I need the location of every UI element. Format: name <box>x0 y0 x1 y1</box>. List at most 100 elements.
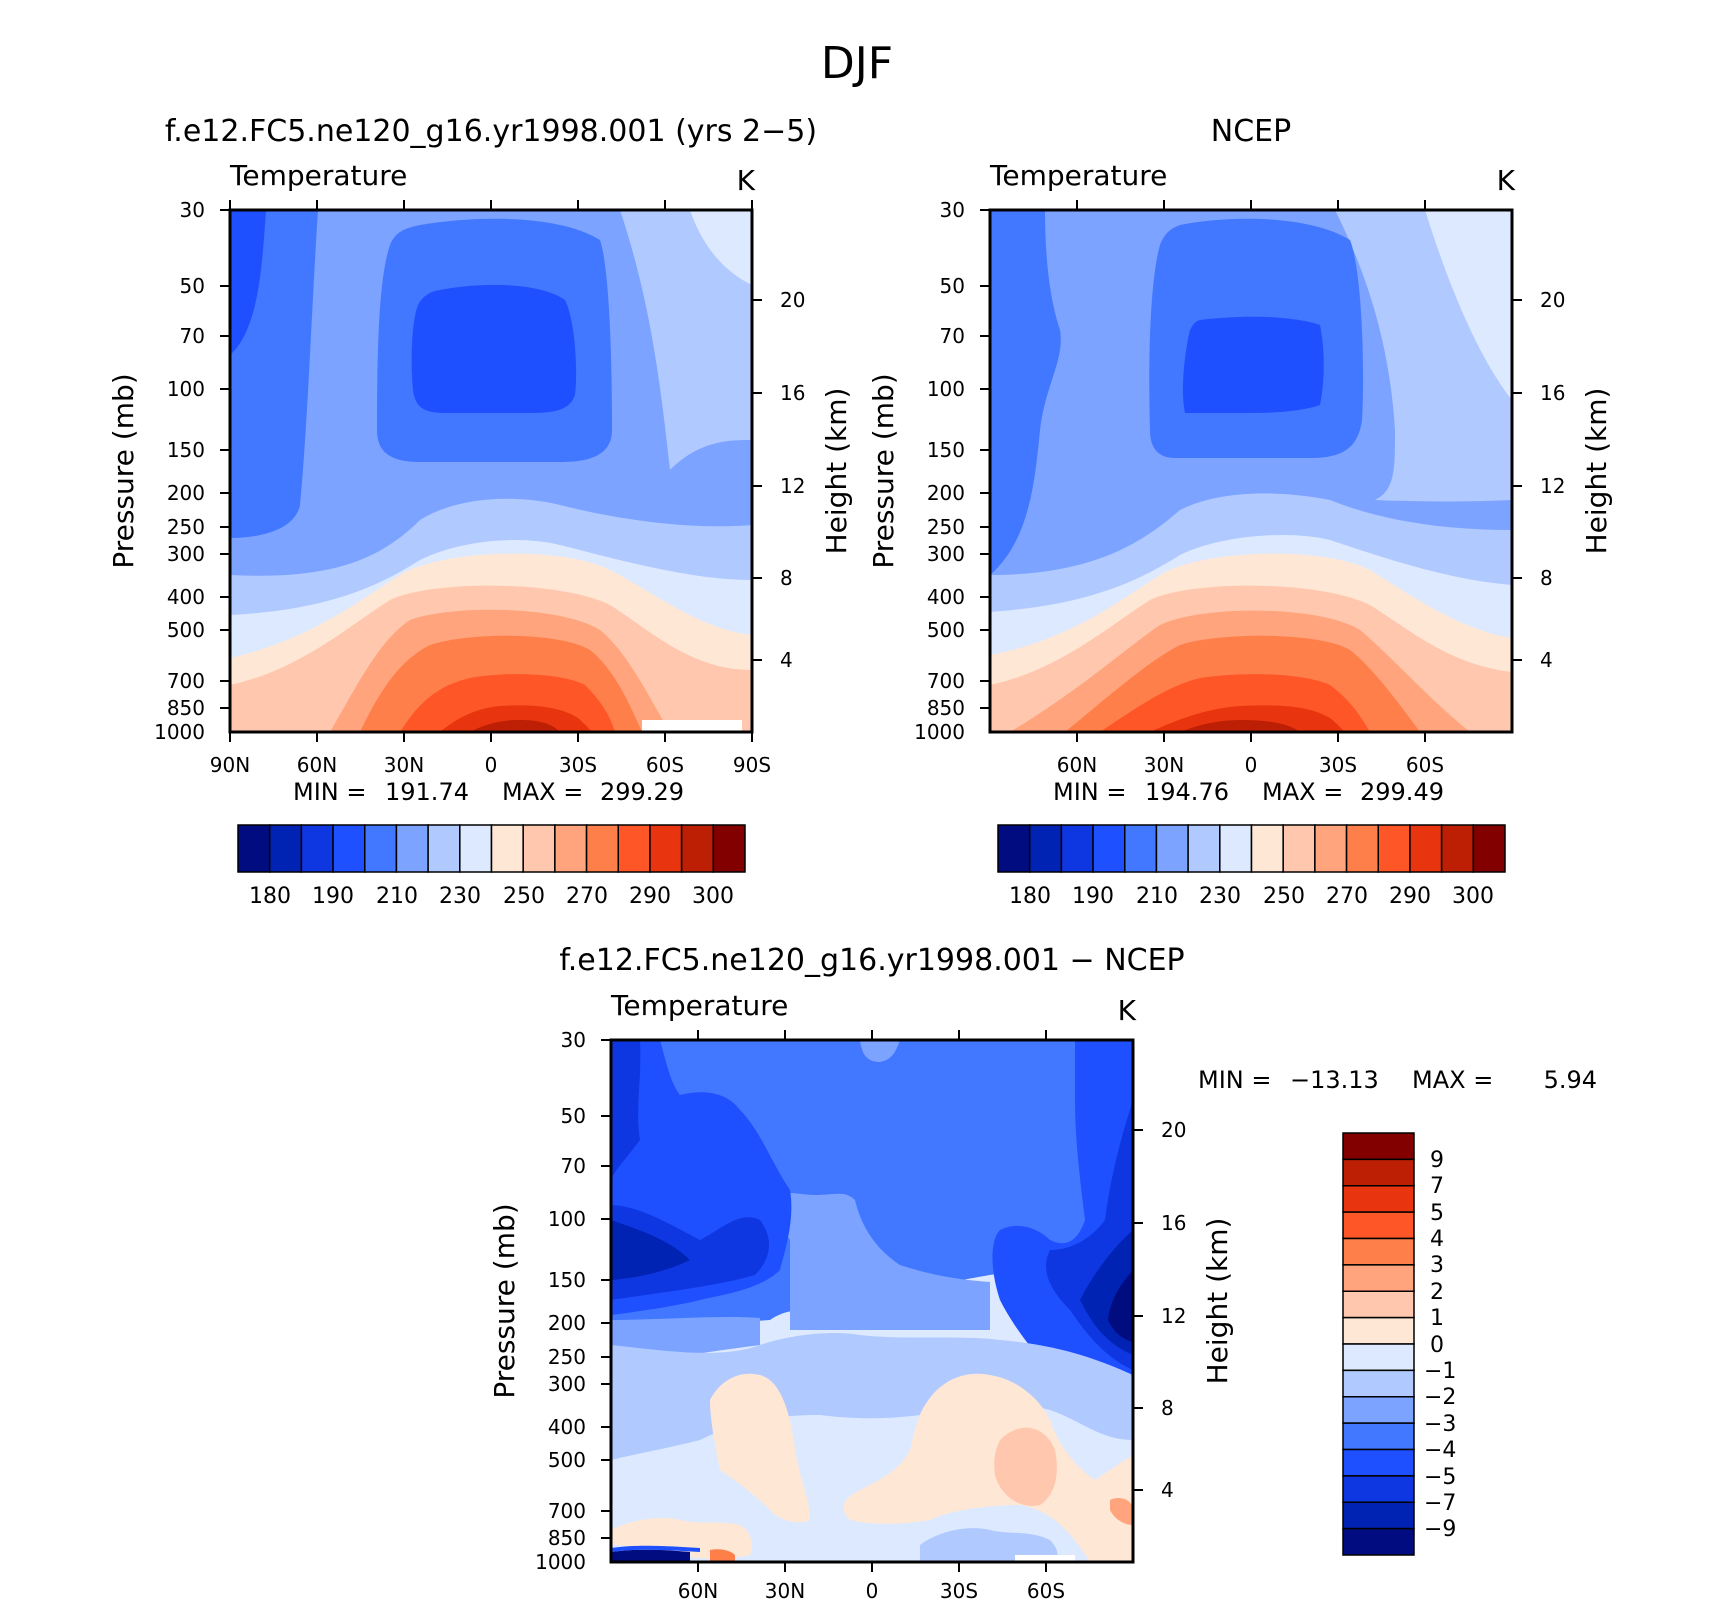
y-tick-label: 100 <box>167 377 205 401</box>
x-tick-label: 60S <box>1406 753 1444 777</box>
colorbar-swatch <box>1342 1316 1415 1345</box>
region-t215-center <box>1182 316 1324 413</box>
colorbar-swatch <box>1342 1290 1415 1319</box>
y2-tick-label: 20 <box>1161 1118 1186 1142</box>
y-tick-label: 200 <box>548 1311 586 1335</box>
x-ticks <box>1076 200 1426 742</box>
colorbar-label: 230 <box>439 884 481 909</box>
x-tick-labels: 60N 30N 0 30S 60S <box>678 1579 1065 1600</box>
colorbar <box>237 824 746 873</box>
y2-tick-label: 20 <box>1540 288 1565 312</box>
missing-data-patch <box>1015 1555 1075 1562</box>
colorbar-swatch <box>1342 1527 1415 1556</box>
units-label: K <box>1497 164 1516 197</box>
y-tick-label: 250 <box>167 515 205 539</box>
colorbar-label: 2 <box>1430 1280 1444 1305</box>
region-d-5-surface <box>611 1545 700 1552</box>
x-tick-label: 90N <box>210 753 250 777</box>
colorbar-swatch <box>459 824 493 873</box>
y2-tick-label: 4 <box>780 648 793 672</box>
colorbar-swatch <box>1060 824 1094 873</box>
y-tick-label: 500 <box>167 618 205 642</box>
panel-title: f.e12.FC5.ne120_g16.yr1998.001 − NCEP <box>559 943 1184 978</box>
contour-field <box>990 210 1512 732</box>
y-tick-label: 70 <box>180 324 205 348</box>
y-tick-label: 400 <box>167 585 205 609</box>
colorbar-swatch <box>1219 824 1253 873</box>
colorbar-label: −4 <box>1424 1438 1456 1463</box>
colorbar-swatch <box>712 824 746 873</box>
colorbar-label: 190 <box>312 884 354 909</box>
region-d1-east <box>994 1427 1057 1506</box>
x-tick-label: 60N <box>678 1579 718 1600</box>
y2-tick-label: 12 <box>780 474 805 498</box>
colorbar-labels: 9 7 5 4 3 2 1 0 −1 −2 −3 −4 −5 −7 −9 <box>1424 1148 1456 1542</box>
x-ticks <box>229 200 753 742</box>
y2-tick-labels: 20 16 12 8 4 <box>1161 1118 1186 1502</box>
y-tick-label: 30 <box>561 1028 586 1052</box>
y-tick-label: 850 <box>167 696 205 720</box>
max-value: 299.29 <box>600 778 684 806</box>
y-tick-label: 150 <box>927 438 965 462</box>
y2-tick-labels: 20 16 12 8 4 <box>1540 288 1565 672</box>
region-d-7-west <box>611 1220 690 1280</box>
colorbar-swatch <box>1409 824 1443 873</box>
variable-label: Temperature <box>229 159 407 192</box>
y2-tick-label: 4 <box>1161 1478 1174 1502</box>
x-tick-label: 0 <box>485 753 498 777</box>
x-tick-label: 60S <box>646 753 684 777</box>
y2-tick-label: 4 <box>1540 648 1553 672</box>
region-d-9-surface <box>611 1549 690 1562</box>
y-tick-label: 850 <box>927 696 965 720</box>
colorbar-swatch <box>427 824 461 873</box>
x-tick-label: 30S <box>559 753 597 777</box>
x-tick-label: 30N <box>384 753 424 777</box>
contour-field <box>611 1040 1133 1562</box>
y2-tick-label: 16 <box>1161 1211 1186 1235</box>
y-axis-label: Pressure (mb) <box>867 373 900 568</box>
x-tick-label: 30N <box>1144 753 1184 777</box>
y-tick-label: 1000 <box>914 720 965 744</box>
x-tick-label: 30S <box>940 1579 978 1600</box>
colorbar-swatch <box>617 824 651 873</box>
region-d-2-center <box>773 1192 990 1330</box>
missing-data-patch <box>642 720 742 732</box>
panel-title: NCEP <box>1211 114 1291 149</box>
colorbar-label: 300 <box>1452 884 1494 909</box>
colorbar-swatch <box>332 824 366 873</box>
max-label: MAX = <box>502 778 583 806</box>
y-tick-label: 200 <box>167 481 205 505</box>
region-t215-center <box>411 284 577 413</box>
colorbar-label: 7 <box>1430 1174 1444 1199</box>
y-tick-labels: 30 50 70 100 150 200 250 300 400 500 700… <box>154 198 205 744</box>
colorbar-label: 210 <box>376 884 418 909</box>
y-tick-label: 300 <box>927 542 965 566</box>
y-tick-label: 150 <box>548 1268 586 1292</box>
colorbar-label: −1 <box>1424 1359 1456 1384</box>
colorbar-label: 180 <box>249 884 291 909</box>
colorbar-label: 270 <box>566 884 608 909</box>
x-tick-labels: 60N 30N 0 30S 60S <box>1057 753 1444 777</box>
colorbar-swatch <box>1342 1501 1415 1530</box>
y-tick-label: 70 <box>940 324 965 348</box>
colorbar-label: 5 <box>1430 1201 1444 1226</box>
colorbar-swatch <box>490 824 524 873</box>
colorbar-swatch <box>585 824 619 873</box>
y2-tick-label: 12 <box>1540 474 1565 498</box>
colorbar-label: −3 <box>1424 1412 1456 1437</box>
colorbar-swatch <box>1282 824 1316 873</box>
x-tick-label: 60N <box>1057 753 1097 777</box>
y-tick-label: 200 <box>927 481 965 505</box>
y-axis-label: Pressure (mb) <box>488 1203 521 1398</box>
y-tick-label: 250 <box>927 515 965 539</box>
y-tick-label: 1000 <box>535 1550 586 1574</box>
region-d-5-west <box>611 1040 641 1180</box>
colorbar-swatch <box>1187 824 1221 873</box>
x-tick-label: 90S <box>733 753 771 777</box>
y-axis-label: Pressure (mb) <box>107 373 140 568</box>
region-d-1-low <box>611 1333 1133 1460</box>
colorbar-swatch <box>649 824 683 873</box>
region-d-1-south <box>920 1528 1058 1562</box>
min-value: 191.74 <box>385 778 469 806</box>
region-d-5-west-low <box>611 1205 770 1300</box>
